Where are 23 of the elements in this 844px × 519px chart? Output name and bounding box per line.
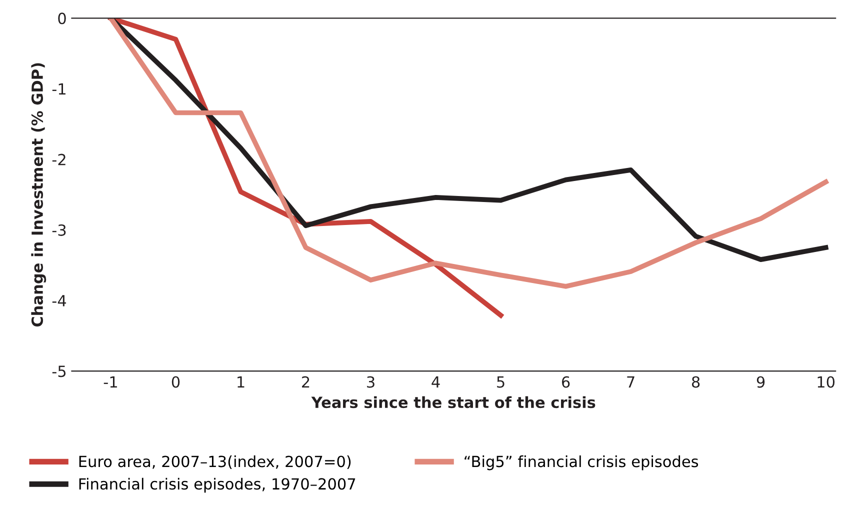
x-tick-label: 6: [562, 376, 570, 388]
legend-label: Financial crisis episodes, 1970–2007: [79, 478, 356, 493]
x-tick-label: -1: [104, 376, 117, 388]
x-tick-label: 7: [627, 376, 634, 388]
legend-label: “Big5” financial crisis episodes: [464, 455, 698, 470]
x-tick-label: 2: [302, 376, 310, 388]
x-tick-label: 9: [756, 376, 765, 388]
x-tick-label: 4: [432, 376, 440, 388]
y-tick-label: 0: [58, 12, 66, 24]
x-tick-label: 8: [692, 376, 700, 388]
legend-label: Euro area, 2007–13(index, 2007=0): [79, 455, 351, 470]
y-tick-label: -1: [52, 83, 66, 95]
y-tick-label: -2: [52, 154, 66, 166]
x-tick-label: 1: [238, 376, 244, 388]
y-tick-label: -5: [52, 366, 66, 378]
y-tick-label: -4: [52, 295, 66, 306]
x-tick-label: 3: [367, 376, 374, 388]
x-tick-label: 5: [497, 376, 504, 388]
x-axis-title: Years since the start of the crisis: [311, 396, 596, 408]
x-tick-label: 0: [172, 376, 180, 388]
y-tick-label: -3: [52, 224, 66, 236]
x-tick-label: 10: [818, 376, 835, 388]
y-axis-title: Change in Investment (% GDP): [31, 63, 46, 327]
